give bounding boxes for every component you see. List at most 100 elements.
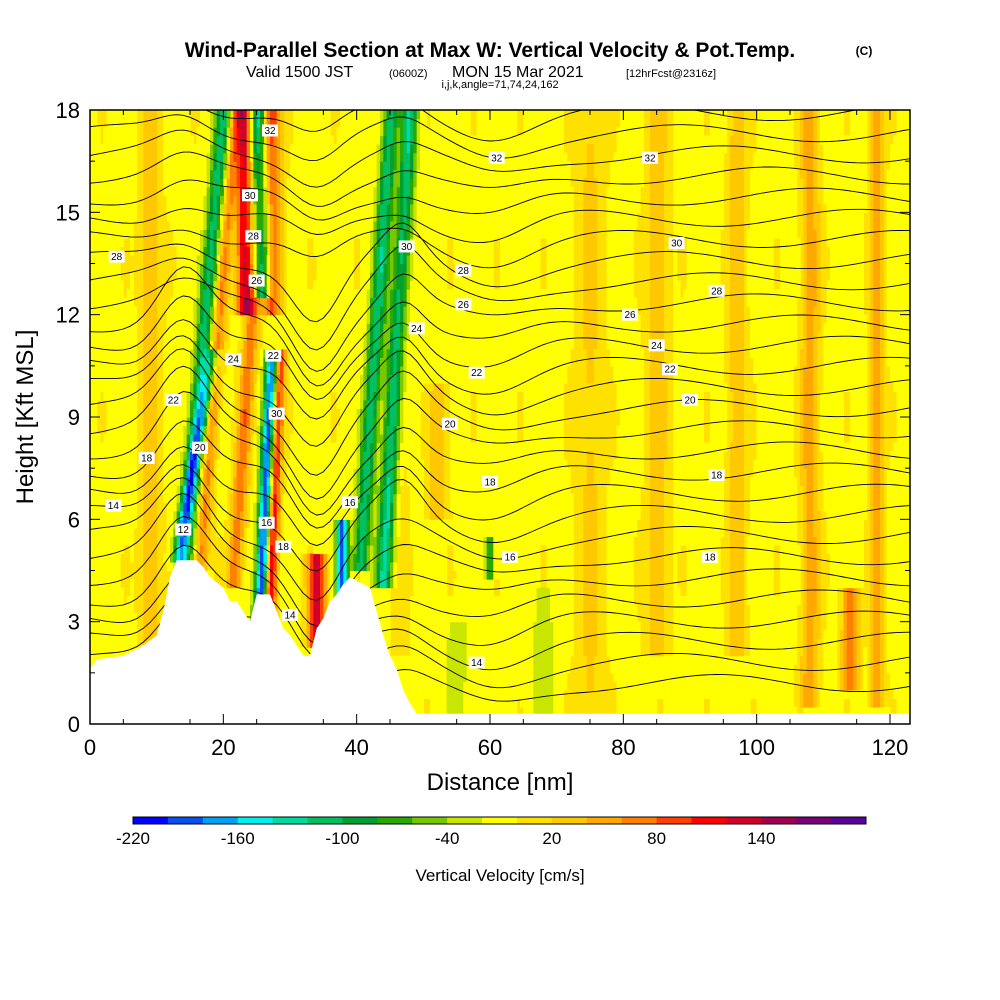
velocity-cell [320, 493, 324, 503]
velocity-cell [216, 502, 221, 512]
velocity-cell [210, 212, 214, 222]
velocity-cell [356, 485, 361, 495]
velocity-cell [113, 357, 118, 367]
velocity-cell [286, 314, 291, 324]
velocity-cell [186, 382, 191, 393]
velocity-cell [230, 220, 234, 230]
velocity-cell [243, 510, 248, 520]
velocity-cell [303, 297, 308, 307]
velocity-cell [290, 254, 294, 265]
velocity-cell [186, 297, 191, 307]
velocity-cell [200, 237, 204, 248]
velocity-cell [153, 374, 158, 384]
velocity-cell [280, 613, 284, 623]
velocity-cell [266, 579, 271, 589]
velocity-cell [263, 161, 268, 171]
velocity-cell [303, 195, 308, 205]
velocity-cell [296, 220, 301, 230]
velocity-cell [176, 553, 181, 563]
velocity-cell [180, 178, 184, 188]
velocity-cell [310, 485, 314, 495]
velocity-cell [270, 229, 274, 239]
velocity-cell [246, 297, 251, 307]
velocity-cell [153, 621, 158, 631]
velocity-cell [226, 570, 231, 580]
velocity-cell [276, 417, 281, 427]
velocity-cell [163, 357, 168, 367]
velocity-cell [246, 357, 251, 367]
velocity-cell [273, 561, 278, 572]
velocity-cell [90, 331, 94, 341]
velocity-cell [236, 417, 241, 427]
velocity-cell [193, 510, 198, 520]
velocity-cell [180, 425, 184, 435]
velocity-cell [256, 434, 261, 444]
velocity-cell [110, 604, 114, 614]
velocity-cell [230, 579, 234, 589]
velocity-cell [193, 476, 198, 486]
velocity-cell [146, 203, 151, 213]
velocity-cell [260, 212, 264, 222]
velocity-cell [343, 561, 348, 572]
velocity-cell [190, 135, 194, 145]
velocity-cell [106, 161, 111, 171]
velocity-cell [210, 263, 214, 273]
velocity-cell [230, 570, 234, 580]
velocity-cell [316, 476, 321, 486]
velocity-cell [106, 195, 111, 205]
velocity-cell [346, 357, 351, 367]
velocity-cell [313, 613, 318, 623]
velocity-cell [336, 314, 341, 324]
velocity-cell [313, 468, 318, 478]
velocity-cell [313, 357, 318, 367]
velocity-cell [336, 485, 341, 495]
velocity-cell [296, 289, 301, 299]
velocity-cell [253, 544, 258, 555]
velocity-cell [106, 408, 111, 418]
velocity-cell [316, 178, 321, 188]
velocity-cell [150, 220, 154, 230]
velocity-cell [303, 399, 308, 410]
velocity-cell [223, 246, 228, 256]
velocity-cell [176, 272, 181, 282]
velocity-cell [273, 314, 278, 324]
velocity-cell [323, 331, 328, 341]
velocity-cell [280, 323, 284, 333]
velocity-cell [113, 340, 118, 350]
velocity-cell [133, 178, 138, 188]
velocity-cell [163, 110, 168, 120]
velocity-cell [303, 502, 308, 512]
velocity-cell [186, 553, 191, 563]
velocity-cell [133, 485, 138, 495]
velocity-cell [130, 579, 134, 589]
velocity-cell [350, 519, 354, 529]
velocity-cell [283, 348, 288, 358]
velocity-cell [276, 476, 281, 486]
velocity-cell [276, 280, 281, 290]
velocity-cell [313, 280, 318, 290]
velocity-cell [293, 630, 298, 640]
velocity-cell [223, 110, 228, 120]
velocity-cell [200, 144, 204, 154]
velocity-cell [103, 647, 108, 657]
velocity-cell [300, 476, 304, 486]
velocity-cell [186, 212, 191, 222]
velocity-cell [143, 425, 148, 435]
velocity-cell [276, 127, 281, 137]
velocity-cell [293, 152, 298, 162]
velocity-cell [96, 144, 101, 154]
velocity-cell [310, 212, 314, 222]
velocity-cell [336, 340, 341, 350]
velocity-cell [106, 638, 111, 648]
velocity-cell [193, 536, 198, 546]
velocity-cell [183, 391, 188, 401]
velocity-cell [320, 408, 324, 418]
velocity-cell [296, 493, 301, 503]
velocity-cell [340, 348, 344, 358]
velocity-cell [193, 263, 198, 273]
velocity-cell [350, 220, 354, 230]
velocity-cell [126, 152, 131, 162]
velocity-cell [133, 502, 138, 512]
velocity-cell [193, 297, 198, 307]
velocity-cell [256, 314, 261, 324]
